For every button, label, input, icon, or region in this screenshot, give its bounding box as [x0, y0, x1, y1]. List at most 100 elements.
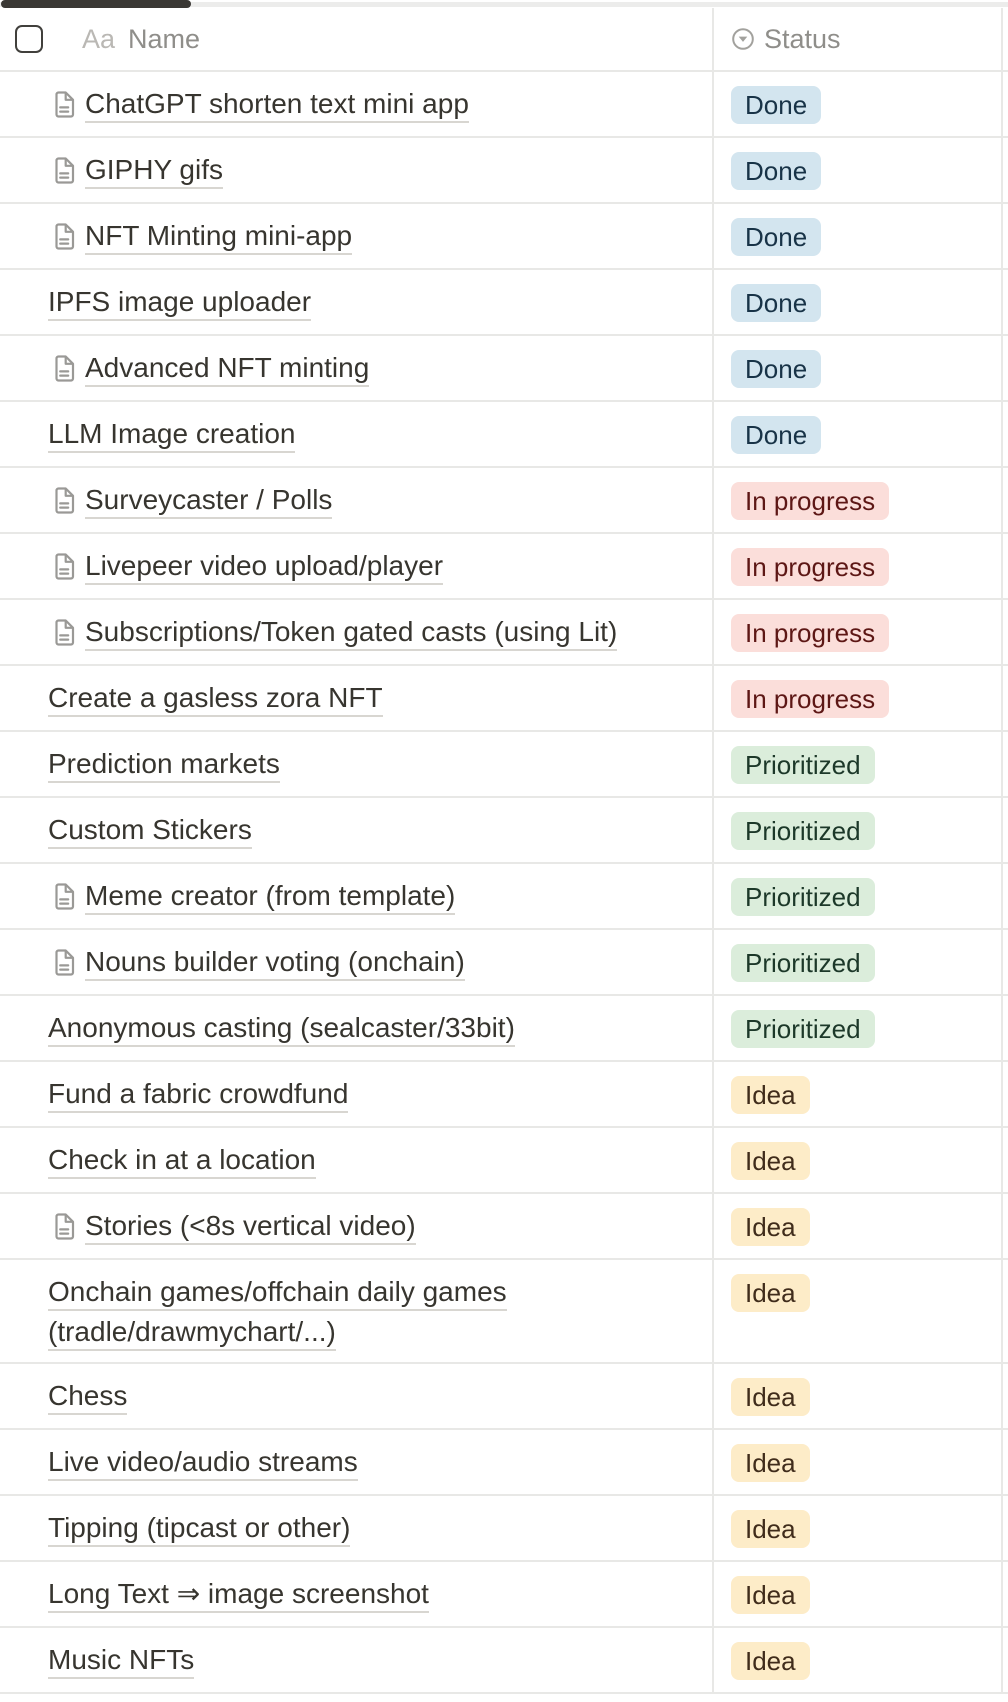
status-badge: In progress: [731, 548, 890, 586]
table-row: Subscriptions/Token gated casts (using L…: [0, 600, 1008, 666]
table-row: Long Text ⇒ image screenshot Idea: [0, 1562, 1008, 1628]
status-cell[interactable]: Prioritized: [714, 798, 1003, 862]
page-link[interactable]: Stories (<8s vertical video): [85, 1210, 416, 1245]
page-link[interactable]: ChatGPT shorten text mini app: [85, 88, 469, 123]
name-cell[interactable]: Surveycaster / Polls: [0, 468, 714, 532]
status-cell[interactable]: In progress: [714, 666, 1003, 730]
status-cell[interactable]: Idea: [714, 1562, 1003, 1626]
name-cell[interactable]: Create a gasless zora NFT: [0, 666, 714, 730]
status-badge: Idea: [731, 1444, 810, 1482]
name-cell[interactable]: IPFS image uploader: [0, 270, 714, 334]
page-link[interactable]: Livepeer video upload/player: [85, 550, 444, 585]
status-column-label: Status: [764, 23, 841, 54]
name-column-label: Name: [128, 23, 201, 54]
name-cell[interactable]: Music NFTs: [0, 1628, 714, 1692]
status-cell[interactable]: Done: [714, 336, 1003, 400]
status-cell[interactable]: In progress: [714, 468, 1003, 532]
page-link[interactable]: Advanced NFT minting: [85, 352, 370, 387]
status-cell[interactable]: Prioritized: [714, 864, 1003, 928]
name-cell[interactable]: NFT Minting mini-app: [0, 204, 714, 268]
name-cell[interactable]: Tipping (tipcast or other): [0, 1496, 714, 1560]
name-cell[interactable]: Chess: [0, 1364, 714, 1428]
page-icon: [53, 355, 75, 382]
status-cell[interactable]: Prioritized: [714, 996, 1003, 1060]
page-link[interactable]: Music NFTs: [48, 1644, 195, 1679]
page-link[interactable]: GIPHY gifs: [85, 154, 223, 189]
status-badge: Done: [731, 152, 822, 190]
status-cell[interactable]: Idea: [714, 1496, 1003, 1560]
status-badge: Done: [731, 284, 822, 322]
status-cell[interactable]: Idea: [714, 1260, 1003, 1362]
page-link[interactable]: Live video/audio streams: [48, 1446, 358, 1481]
page-link[interactable]: Nouns builder voting (onchain): [85, 946, 465, 981]
page-link[interactable]: Create a gasless zora NFT: [48, 682, 383, 717]
name-cell[interactable]: LLM Image creation: [0, 402, 714, 466]
page-link[interactable]: NFT Minting mini-app: [85, 220, 353, 255]
name-cell[interactable]: Livepeer video upload/player: [0, 534, 714, 598]
table-row: GIPHY gifs Done: [0, 138, 1008, 204]
page-link[interactable]: Long Text ⇒ image screenshot: [48, 1578, 429, 1613]
name-cell[interactable]: Fund a fabric crowdfund: [0, 1062, 714, 1126]
page-link[interactable]: Subscriptions/Token gated casts (using L…: [85, 616, 618, 651]
name-cell[interactable]: Subscriptions/Token gated casts (using L…: [0, 600, 714, 664]
page-link[interactable]: Tipping (tipcast or other): [48, 1512, 351, 1547]
name-cell[interactable]: Prediction markets: [0, 732, 714, 796]
name-cell[interactable]: Anonymous casting (sealcaster/33bit): [0, 996, 714, 1060]
name-cell[interactable]: Advanced NFT minting: [0, 336, 714, 400]
select-all-checkbox[interactable]: [15, 25, 43, 53]
status-cell[interactable]: In progress: [714, 534, 1003, 598]
status-cell[interactable]: Idea: [714, 1628, 1003, 1692]
page-link[interactable]: Onchain games/offchain daily games (trad…: [48, 1276, 507, 1351]
name-cell[interactable]: Long Text ⇒ image screenshot: [0, 1562, 714, 1626]
status-cell[interactable]: Done: [714, 204, 1003, 268]
page-link[interactable]: Chess: [48, 1380, 128, 1415]
status-cell[interactable]: Done: [714, 402, 1003, 466]
name-cell[interactable]: Meme creator (from template): [0, 864, 714, 928]
name-cell[interactable]: ChatGPT shorten text mini app: [0, 72, 714, 136]
page-icon: [53, 553, 75, 580]
status-badge: Idea: [731, 1510, 810, 1548]
status-badge: Idea: [731, 1274, 810, 1312]
status-badge: Idea: [731, 1642, 810, 1680]
horizontal-scrollbar-track[interactable]: [0, 2, 1008, 7]
status-cell[interactable]: Idea: [714, 1062, 1003, 1126]
page-link[interactable]: Surveycaster / Polls: [85, 484, 333, 519]
status-cell[interactable]: Done: [714, 270, 1003, 334]
name-cell[interactable]: Stories (<8s vertical video): [0, 1194, 714, 1258]
page-link[interactable]: Meme creator (from template): [85, 880, 456, 915]
name-cell[interactable]: Live video/audio streams: [0, 1430, 714, 1494]
status-cell[interactable]: Done: [714, 138, 1003, 202]
name-cell[interactable]: Onchain games/offchain daily games (trad…: [0, 1260, 714, 1362]
page-link[interactable]: Check in at a location: [48, 1144, 316, 1179]
page-link[interactable]: Custom Stickers: [48, 814, 252, 849]
name-cell[interactable]: GIPHY gifs: [0, 138, 714, 202]
status-cell[interactable]: Idea: [714, 1364, 1003, 1428]
text-type-icon: Aa: [82, 23, 116, 54]
page-link[interactable]: IPFS image uploader: [48, 286, 312, 321]
horizontal-scrollbar-thumb[interactable]: [1, 0, 191, 8]
status-cell[interactable]: Idea: [714, 1194, 1003, 1258]
status-badge: Done: [731, 218, 822, 256]
status-badge: In progress: [731, 482, 890, 520]
horizontal-scrollbar: [0, 0, 1008, 8]
name-cell[interactable]: Nouns builder voting (onchain): [0, 930, 714, 994]
status-cell[interactable]: Done: [714, 72, 1003, 136]
page-icon: [53, 91, 75, 118]
status-badge: In progress: [731, 680, 890, 718]
status-cell[interactable]: Idea: [714, 1430, 1003, 1494]
table-body: ChatGPT shorten text mini app Done GIPHY …: [0, 72, 1008, 1694]
name-cell[interactable]: Custom Stickers: [0, 798, 714, 862]
name-column-header[interactable]: Aa Name: [0, 8, 714, 70]
status-cell[interactable]: Prioritized: [714, 930, 1003, 994]
page-link[interactable]: Prediction markets: [48, 748, 280, 783]
page-link[interactable]: Fund a fabric crowdfund: [48, 1078, 349, 1113]
name-cell[interactable]: Check in at a location: [0, 1128, 714, 1192]
status-badge: Idea: [731, 1208, 810, 1246]
status-cell[interactable]: Prioritized: [714, 732, 1003, 796]
page-link[interactable]: Anonymous casting (sealcaster/33bit): [48, 1012, 515, 1047]
status-badge: In progress: [731, 614, 890, 652]
status-column-header[interactable]: Status: [714, 8, 1003, 70]
status-cell[interactable]: Idea: [714, 1128, 1003, 1192]
page-link[interactable]: LLM Image creation: [48, 418, 296, 453]
status-cell[interactable]: In progress: [714, 600, 1003, 664]
